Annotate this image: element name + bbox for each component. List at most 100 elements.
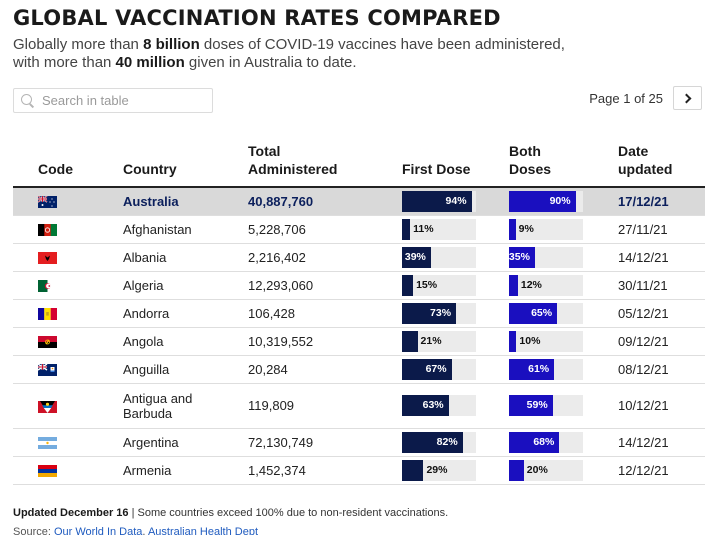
source-link-owid[interactable]: Our World In Data xyxy=(53,526,143,535)
search-input[interactable] xyxy=(42,93,202,108)
both-doses-label: 90% xyxy=(549,194,571,207)
table-row[interactable]: Andorra 106,428 73% 65% 05/12/21 xyxy=(13,299,705,328)
both-doses-bar: 12% xyxy=(509,274,583,296)
first-dose-label: 29% xyxy=(426,463,448,476)
first-dose-bar: 11% xyxy=(402,218,476,240)
first-dose-cell: 94% xyxy=(402,187,509,216)
both-doses-label: 61% xyxy=(528,362,550,375)
first-dose-cell: 63% xyxy=(402,383,509,429)
column-header-country[interactable]: Country xyxy=(123,142,248,188)
flag-cell xyxy=(13,271,123,300)
both-doses-bar-fill xyxy=(509,395,553,416)
table-row[interactable]: Algeria 12,293,060 15% 12% 30/11/21 xyxy=(13,271,705,300)
first-dose-bar-fill xyxy=(402,395,449,416)
footnote: Updated December 16 | Some countries exc… xyxy=(13,507,448,519)
both-doses-cell: 65% xyxy=(509,299,618,328)
subtitle-highlight: 8 billion xyxy=(143,36,200,53)
column-header-first-dose[interactable]: First Dose xyxy=(402,142,509,188)
first-dose-label: 39% xyxy=(404,250,426,263)
andorra-flag xyxy=(38,308,57,321)
total-administered-cell: 106,428 xyxy=(248,299,402,328)
both-doses-cell: 90% xyxy=(509,187,618,216)
first-dose-label: 73% xyxy=(430,306,452,319)
country-cell: Armenia xyxy=(123,456,248,485)
table-row[interactable]: Armenia 1,452,374 29% 20% 12/12/21 xyxy=(13,456,705,485)
date-updated-cell: 08/12/21 xyxy=(618,355,705,384)
total-administered-cell: 1,452,374 xyxy=(248,456,402,485)
table-row[interactable]: Argentina 72,130,749 82% 68% 14/12/21 xyxy=(13,428,705,457)
search-box[interactable] xyxy=(13,88,213,113)
both-doses-label: 10% xyxy=(519,334,541,347)
country-name: Andorra xyxy=(123,305,170,321)
country-cell: Albania xyxy=(123,243,248,272)
country-cell: Angola xyxy=(123,327,248,356)
source-link-health-dept[interactable]: Australian Health Dept xyxy=(147,526,258,535)
source-separator: , xyxy=(142,526,148,535)
both-doses-bar-fill xyxy=(509,459,524,481)
date-updated-cell: 05/12/21 xyxy=(618,299,705,328)
country-name: Angola xyxy=(123,333,164,349)
table-header-row: Code Country Total Administered First Dos… xyxy=(13,142,705,188)
first-dose-label: 15% xyxy=(416,278,438,291)
date-updated-cell: 09/12/21 xyxy=(618,327,705,356)
first-dose-bar: 15% xyxy=(402,274,476,296)
country-cell: Australia xyxy=(123,187,248,216)
next-page-button[interactable] xyxy=(673,86,702,110)
total-administered-cell: 72,130,749 xyxy=(248,428,402,457)
first-dose-bar: 82% xyxy=(402,431,476,453)
table-row[interactable]: Afghanistan 5,228,706 11% 9% 27/11/21 xyxy=(13,215,705,244)
total-administered-cell: 10,319,552 xyxy=(248,327,402,356)
table-row[interactable]: Anguilla 20,284 67% 61% 08/12/21 xyxy=(13,355,705,384)
angola-flag xyxy=(38,336,57,349)
first-dose-bar: 63% xyxy=(402,395,476,416)
table-row[interactable]: Angola 10,319,552 21% 10% 09/12/21 xyxy=(13,327,705,356)
flag-cell xyxy=(13,456,123,485)
both-doses-cell: 12% xyxy=(509,271,618,300)
column-header-label: First Dose xyxy=(402,161,471,177)
first-dose-bar-fill xyxy=(402,431,463,453)
country-cell: Algeria xyxy=(123,271,248,300)
total-administered-cell: 40,887,760 xyxy=(248,187,402,216)
table-row[interactable]: Albania 2,216,402 39% 35% 14/12/21 xyxy=(13,243,705,272)
flag-cell xyxy=(13,299,123,328)
both-doses-label: 35% xyxy=(508,250,530,263)
both-doses-bar-fill xyxy=(509,330,517,352)
both-doses-bar: 59% xyxy=(509,395,583,416)
column-header-total[interactable]: Total Administered xyxy=(248,142,402,188)
country-name: Afghanistan xyxy=(123,221,192,237)
both-doses-bar: 10% xyxy=(509,330,583,352)
both-doses-label: 20% xyxy=(526,463,548,476)
table-row[interactable]: Antigua and Barbuda 119,809 63% 59% 10/12/21 xyxy=(13,383,705,429)
first-dose-bar: 73% xyxy=(402,302,476,324)
table-row[interactable]: Australia 40,887,760 94% 90% 17/12/21 xyxy=(13,187,705,216)
first-dose-bar-fill xyxy=(402,246,431,268)
page-title: GLOBAL VACCINATION RATES COMPARED xyxy=(13,6,501,30)
source-label: Source: xyxy=(13,526,54,535)
country-cell: Anguilla xyxy=(123,355,248,384)
antigua-and-barbuda-flag xyxy=(38,400,57,413)
pagination: Page 1 of 25 xyxy=(589,86,702,110)
both-doses-cell: 9% xyxy=(509,215,618,244)
country-name: Anguilla xyxy=(123,361,170,377)
country-name: Argentina xyxy=(123,434,179,450)
country-cell: Andorra xyxy=(123,299,248,328)
total-administered-cell: 12,293,060 xyxy=(248,271,402,300)
country-name: Algeria xyxy=(123,277,164,293)
both-doses-cell: 10% xyxy=(509,327,618,356)
first-dose-cell: 73% xyxy=(402,299,509,328)
first-dose-bar: 29% xyxy=(402,459,476,481)
first-dose-label: 11% xyxy=(413,222,434,235)
search-icon xyxy=(20,93,36,109)
column-header-label: Date xyxy=(618,143,649,159)
date-updated-cell: 12/12/21 xyxy=(618,456,705,485)
both-doses-bar-fill xyxy=(509,218,516,240)
subtitle-text: doses of COVID-19 vaccines have been adm… xyxy=(199,36,565,53)
both-doses-label: 12% xyxy=(520,278,542,291)
column-header-code[interactable]: Code xyxy=(13,142,123,188)
both-doses-cell: 20% xyxy=(509,456,618,485)
column-header-date-updated[interactable]: Date updated xyxy=(618,142,705,188)
first-dose-cell: 21% xyxy=(402,327,509,356)
flag-cell xyxy=(13,355,123,384)
subtitle-text: given in Australia to date. xyxy=(184,54,357,71)
column-header-both-doses[interactable]: Both Doses xyxy=(509,142,618,188)
